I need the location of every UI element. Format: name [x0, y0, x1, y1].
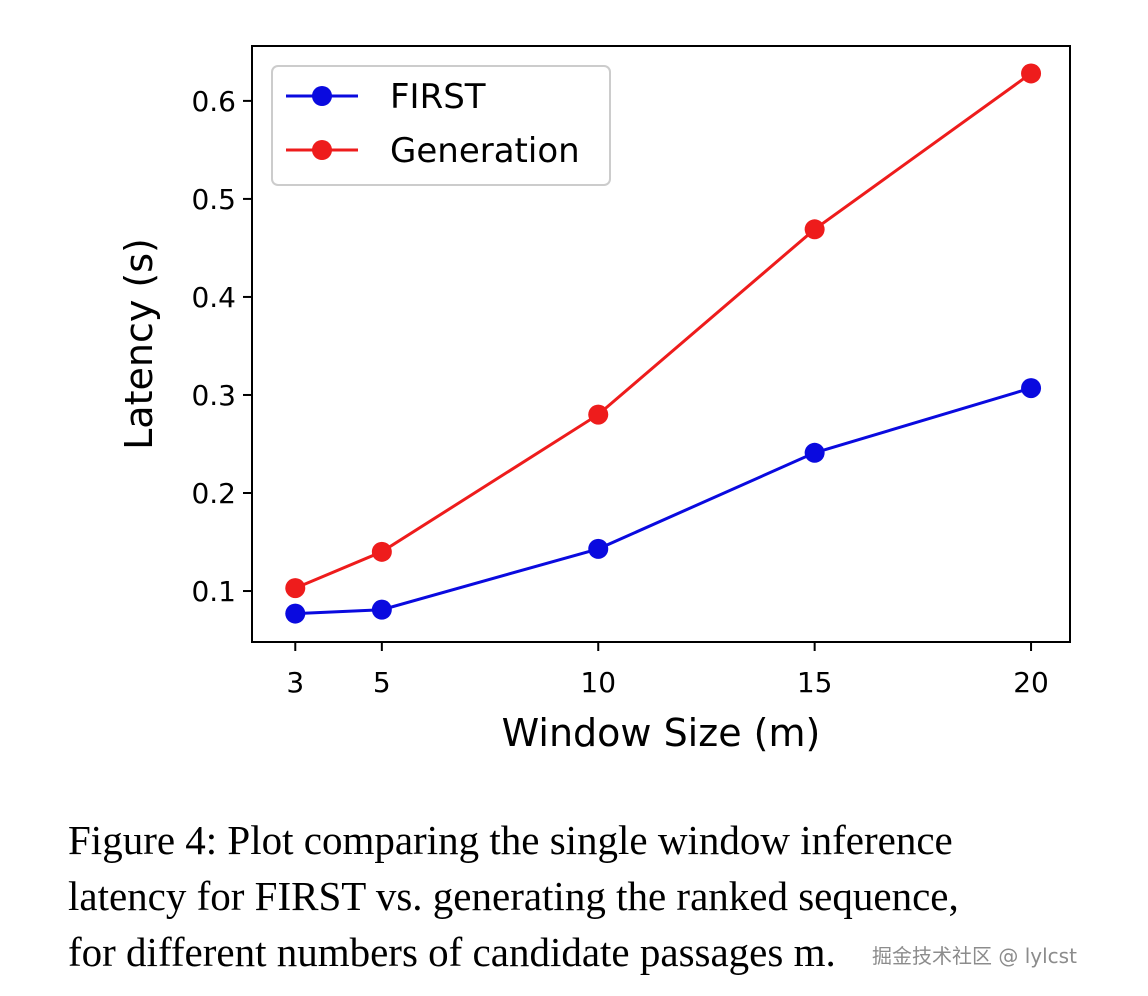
legend-label-generation: Generation	[390, 131, 580, 171]
x-tick-label: 5	[373, 666, 391, 699]
legend: FIRST Generation	[271, 65, 611, 186]
x-axis-title: Window Size (m)	[502, 711, 821, 755]
x-axis-ticks: 3 5 10 15 20	[286, 642, 1049, 699]
data-point-generation	[804, 219, 825, 240]
data-point-first	[371, 599, 392, 620]
data-point-generation	[588, 404, 609, 425]
x-tick-label: 15	[797, 666, 833, 699]
series-layer	[285, 63, 1042, 624]
y-tick-label: 0.5	[191, 183, 236, 216]
legend-marker-first	[312, 86, 332, 106]
data-point-first	[804, 442, 825, 463]
data-point-first	[285, 603, 306, 624]
y-axis-ticks: 0.1 0.2 0.3 0.4 0.5 0.6	[191, 85, 252, 608]
y-tick-label: 0.2	[191, 477, 236, 510]
legend-marker-generation	[312, 140, 332, 160]
caption-line: Figure 4: Plot comparing the single wind…	[68, 817, 953, 863]
caption-line: for different numbers of candidate passa…	[68, 929, 836, 975]
series-line-first	[295, 386, 1032, 616]
y-axis-title: Latency (s)	[117, 238, 161, 450]
x-tick-label: 10	[580, 666, 616, 699]
y-tick-label: 0.1	[191, 575, 236, 608]
caption-line: latency for FIRST vs. generating the ran…	[68, 873, 959, 919]
y-tick-label: 0.4	[191, 281, 236, 314]
legend-label-first: FIRST	[390, 77, 486, 117]
x-tick-label: 3	[286, 666, 304, 699]
y-tick-label: 0.6	[191, 85, 236, 118]
data-point-generation	[1021, 63, 1042, 84]
data-point-first	[1021, 378, 1042, 399]
plot-frame	[251, 45, 1071, 643]
y-tick-label: 0.3	[191, 379, 236, 412]
data-point-first	[588, 538, 609, 559]
data-point-generation	[371, 541, 392, 562]
figure-caption: Figure 4: Plot comparing the single wind…	[68, 812, 1138, 980]
watermark: 掘金技术社区 @ lylcst	[872, 944, 1077, 968]
latency-chart: 3 5 10 15 20 0.1 0.2 0.3 0.4 0.5 0.6 Window Size …	[117, 45, 1071, 755]
x-tick-label: 20	[1013, 666, 1049, 699]
data-point-generation	[285, 578, 306, 599]
